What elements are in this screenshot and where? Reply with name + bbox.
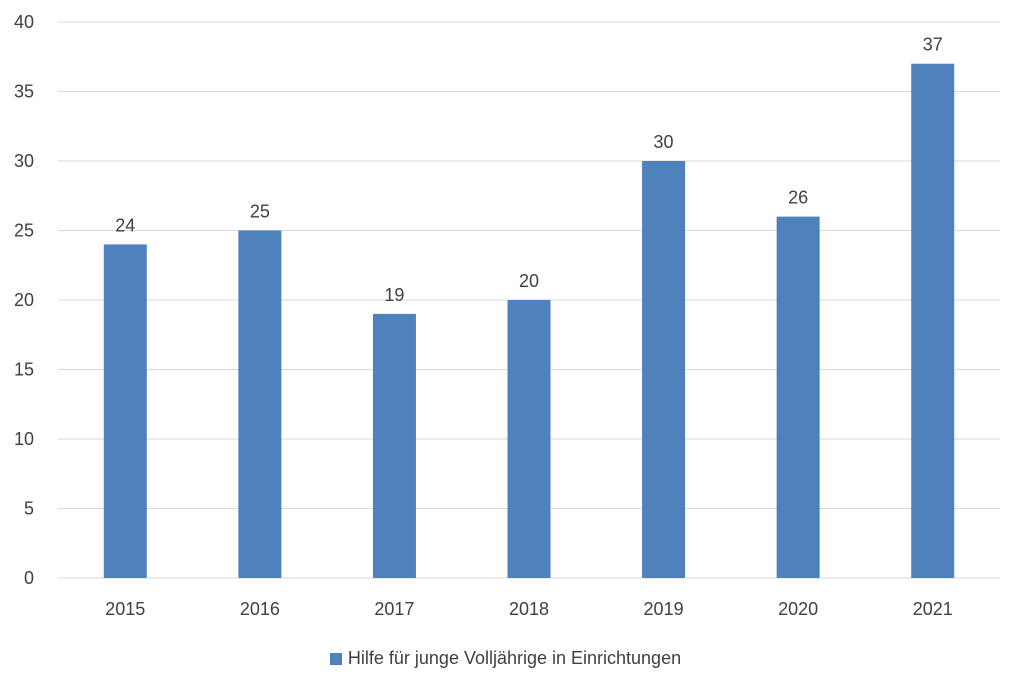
data-label: 30 [654, 132, 674, 152]
x-tick-label: 2019 [644, 599, 684, 619]
y-tick-label: 0 [24, 568, 34, 588]
data-label: 26 [788, 188, 808, 208]
bar [103, 244, 147, 578]
legend-label: Hilfe für junge Volljährige in Einrichtu… [347, 648, 682, 668]
data-label: 20 [519, 271, 539, 291]
x-tick-label: 2021 [913, 599, 953, 619]
data-label: 37 [923, 35, 943, 55]
bar [238, 230, 282, 578]
x-axis-ticks: 2015 2016 2017 2018 2019 2020 2021 [105, 599, 952, 619]
y-tick-label: 40 [14, 12, 34, 32]
data-label: 19 [384, 285, 404, 305]
x-tick-label: 2015 [105, 599, 145, 619]
bar-chart: 0 5 10 15 20 25 30 35 40 24 25 19 20 30 26 37 2015 2016… [14, 12, 1000, 619]
data-labels: 24 25 19 20 30 26 37 [115, 35, 942, 305]
bars [103, 63, 955, 578]
y-tick-label: 20 [14, 290, 34, 310]
y-tick-label: 5 [24, 499, 34, 519]
data-label: 25 [250, 202, 270, 222]
y-tick-label: 35 [14, 82, 34, 102]
x-tick-label: 2020 [778, 599, 818, 619]
bar [507, 300, 551, 578]
x-tick-label: 2017 [374, 599, 414, 619]
bar [776, 216, 820, 578]
bar [642, 161, 686, 578]
y-tick-label: 30 [14, 151, 34, 171]
data-label: 24 [115, 215, 135, 235]
y-tick-label: 10 [14, 429, 34, 449]
y-tick-label: 15 [14, 360, 34, 380]
legend: Hilfe für junge Volljährige in Einrichtu… [0, 648, 1011, 669]
legend-swatch [329, 653, 342, 665]
y-axis-ticks: 0 5 10 15 20 25 30 35 40 [14, 12, 34, 588]
y-tick-label: 25 [14, 221, 34, 241]
x-tick-label: 2016 [240, 599, 280, 619]
x-tick-label: 2018 [509, 599, 549, 619]
bar [911, 63, 955, 578]
bar [372, 313, 416, 578]
